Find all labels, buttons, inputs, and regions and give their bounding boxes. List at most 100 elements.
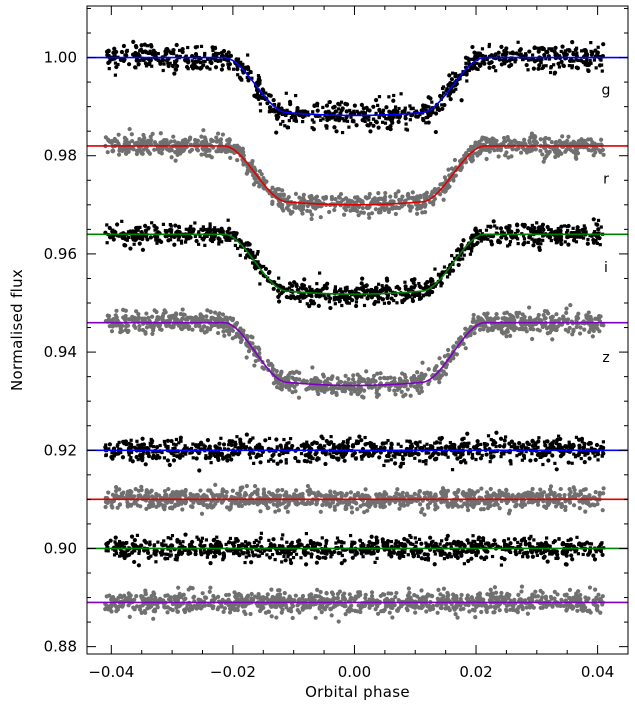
data-point bbox=[285, 446, 289, 450]
data-point bbox=[393, 211, 398, 217]
data-point bbox=[524, 148, 530, 153]
data-point bbox=[156, 315, 161, 320]
data-point bbox=[542, 139, 547, 144]
data-point bbox=[340, 388, 345, 394]
data-point bbox=[276, 299, 282, 304]
data-point bbox=[292, 280, 297, 285]
data-point bbox=[584, 313, 589, 318]
data-point bbox=[284, 384, 289, 390]
data-point bbox=[140, 49, 145, 54]
data-point bbox=[526, 240, 530, 245]
data-point bbox=[375, 371, 380, 376]
data-point bbox=[174, 312, 179, 317]
data-point bbox=[488, 460, 492, 464]
data-point bbox=[193, 234, 197, 238]
data-point bbox=[258, 81, 262, 85]
data-point bbox=[464, 151, 469, 156]
data-point bbox=[333, 197, 338, 202]
data-point bbox=[203, 243, 207, 247]
data-point bbox=[589, 41, 593, 45]
data-point bbox=[561, 63, 565, 67]
data-point bbox=[446, 84, 451, 88]
data-point bbox=[127, 126, 132, 132]
data-point bbox=[287, 286, 292, 290]
data-point bbox=[552, 439, 556, 443]
data-point bbox=[310, 126, 314, 130]
data-point bbox=[287, 441, 291, 445]
data-point bbox=[363, 119, 367, 123]
data-point bbox=[188, 226, 193, 231]
data-point bbox=[541, 238, 545, 242]
data-point bbox=[509, 51, 513, 55]
data-point bbox=[194, 456, 199, 461]
data-point bbox=[160, 147, 165, 152]
data-point bbox=[173, 223, 178, 228]
data-point bbox=[253, 267, 258, 271]
data-point bbox=[193, 221, 197, 225]
data-point bbox=[198, 488, 203, 493]
data-point bbox=[293, 455, 298, 461]
data-point bbox=[437, 356, 442, 361]
data-point bbox=[593, 48, 598, 53]
data-point bbox=[448, 88, 453, 92]
data-point bbox=[323, 379, 328, 384]
data-point bbox=[399, 92, 403, 96]
data-point bbox=[538, 137, 543, 142]
data-point bbox=[437, 380, 442, 385]
data-point bbox=[314, 289, 318, 293]
data-point bbox=[230, 316, 236, 321]
data-point bbox=[107, 235, 113, 240]
data-point bbox=[355, 109, 359, 113]
data-point bbox=[536, 57, 541, 62]
data-point bbox=[148, 441, 152, 445]
data-point bbox=[502, 139, 508, 144]
data-point bbox=[281, 208, 286, 213]
data-point bbox=[281, 285, 286, 290]
data-point bbox=[521, 141, 527, 146]
data-point bbox=[182, 312, 187, 317]
data-point bbox=[438, 441, 442, 445]
data-point bbox=[509, 439, 514, 444]
data-point bbox=[536, 46, 540, 50]
data-point bbox=[590, 334, 595, 339]
data-point bbox=[342, 458, 347, 463]
data-point bbox=[436, 446, 440, 450]
data-point bbox=[505, 329, 510, 334]
data-point bbox=[349, 391, 354, 396]
data-point bbox=[220, 63, 225, 68]
data-point bbox=[467, 59, 471, 63]
data-point bbox=[556, 61, 561, 66]
data-point bbox=[393, 105, 398, 109]
data-point bbox=[244, 355, 249, 360]
data-point bbox=[327, 209, 332, 215]
data-point bbox=[398, 464, 403, 469]
data-point bbox=[387, 109, 392, 114]
data-point bbox=[129, 132, 134, 137]
data-point bbox=[491, 139, 496, 145]
data-point bbox=[411, 280, 416, 285]
data-point bbox=[338, 200, 344, 205]
data-point bbox=[280, 202, 285, 208]
data-point bbox=[475, 143, 480, 148]
data-point bbox=[274, 130, 279, 135]
data-point bbox=[150, 314, 155, 319]
data-point bbox=[139, 140, 144, 146]
data-point bbox=[527, 305, 532, 310]
data-point bbox=[433, 187, 438, 192]
data-point bbox=[340, 106, 345, 111]
data-point bbox=[557, 234, 562, 239]
data-point bbox=[238, 253, 242, 257]
data-point bbox=[343, 296, 347, 300]
data-point bbox=[202, 151, 208, 157]
data-point bbox=[430, 278, 434, 282]
data-point bbox=[571, 226, 575, 230]
data-point bbox=[227, 59, 231, 63]
data-point bbox=[168, 233, 172, 238]
data-point bbox=[598, 150, 603, 155]
data-point bbox=[373, 299, 378, 305]
data-point bbox=[198, 66, 203, 71]
data-point bbox=[169, 224, 173, 228]
data-point bbox=[559, 49, 563, 54]
data-point bbox=[263, 266, 269, 272]
data-point bbox=[486, 434, 491, 438]
